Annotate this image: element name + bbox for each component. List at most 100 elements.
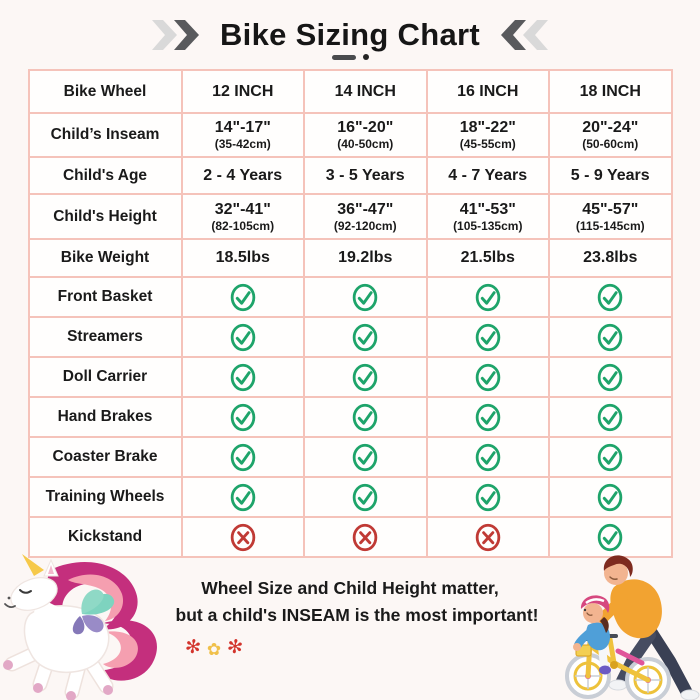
check-circle-icon (475, 323, 500, 351)
table-row: Coaster Brake (27, 436, 673, 478)
feature-cell (425, 276, 550, 318)
spec-cell: 20"-24" (50-60cm) (548, 112, 673, 158)
feature-cell (425, 316, 550, 358)
spec-cell: 36"-47" (92-120cm) (303, 193, 428, 240)
row-label: Front Basket (27, 276, 183, 318)
row-label: Bike Wheel (27, 69, 183, 114)
check-circle-icon (475, 403, 500, 431)
check-circle-icon (353, 323, 378, 351)
check-circle-icon (230, 323, 255, 351)
spec-value: 4 - 7 Years (448, 166, 528, 184)
feature-cell (180, 316, 305, 358)
double-chevron-left-icon (501, 20, 549, 50)
feature-cell (303, 396, 428, 438)
spec-value: 23.8lbs (583, 249, 638, 267)
table-row: Kickstand (27, 516, 673, 558)
row-label: Hand Brakes (27, 396, 183, 438)
feature-cell (425, 396, 550, 438)
row-label: Child's Age (27, 156, 183, 195)
spec-value: 2 - 4 Years (203, 166, 283, 184)
flower-icon: ✻ (183, 635, 203, 660)
title-underline-accent (0, 54, 700, 60)
unicorn-icon (3, 554, 157, 700)
parent-child-bike-illustration (552, 543, 700, 700)
table-row: Training Wheels (27, 476, 673, 518)
feature-cell (303, 436, 428, 478)
feature-cell (548, 356, 673, 398)
check-circle-icon (230, 363, 255, 391)
feature-cell (180, 436, 305, 478)
feature-cell (180, 276, 305, 318)
feature-cell (303, 516, 428, 558)
check-circle-icon (353, 443, 378, 471)
spec-cell: 45"-57" (115-145cm) (548, 193, 673, 240)
spec-value: 5 - 9 Years (570, 166, 650, 184)
spec-cell: 18.5lbs (180, 238, 305, 278)
spec-cell: 5 - 9 Years (548, 156, 673, 195)
spec-cell: 3 - 5 Years (303, 156, 428, 195)
check-circle-icon (598, 443, 623, 471)
feature-cell (548, 316, 673, 358)
accent-dot (362, 54, 369, 60)
spec-value: 20"-24" (582, 119, 639, 137)
check-circle-icon (230, 283, 255, 311)
check-circle-icon (353, 283, 378, 311)
check-circle-icon (475, 483, 500, 511)
check-circle-icon (230, 443, 255, 471)
spec-value: 32"-41" (214, 200, 271, 218)
row-label: Kickstand (27, 516, 183, 558)
spec-subvalue: (45-55cm) (459, 137, 516, 151)
table-row: Doll Carrier (27, 356, 673, 398)
flower-decorations: ✻ ✿ ✻ (183, 635, 245, 660)
table-row: Child's Height 32"-41" (82-105cm) 36"-47" (9… (27, 193, 673, 240)
flower-icon: ✻ (225, 635, 245, 660)
spec-subvalue: (115-145cm) (575, 218, 645, 233)
cross-circle-icon (230, 523, 255, 551)
feature-cell (180, 356, 305, 398)
spec-value: 19.2lbs (338, 249, 393, 267)
check-circle-icon (230, 483, 255, 511)
spec-cell: 21.5lbs (425, 238, 550, 278)
row-label: Child’s Inseam (27, 112, 183, 158)
footer-line-2: but a child's INSEAM is the most importa… (175, 605, 539, 626)
spec-value: 36"-47" (337, 200, 394, 218)
check-circle-icon (598, 483, 623, 511)
unicorn-illustration (0, 552, 182, 700)
feature-cell (425, 476, 550, 518)
check-circle-icon (475, 363, 500, 391)
row-label: Training Wheels (27, 476, 183, 518)
spec-value: 41"-53" (459, 200, 516, 218)
table-row: Child's Age 2 - 4 Years 3 - 5 Years 4 - 7 Y… (27, 156, 673, 195)
spec-subvalue: (50-60cm) (582, 137, 639, 151)
spec-value: 18.5lbs (215, 249, 270, 267)
check-circle-icon (475, 443, 500, 471)
spec-cell: 2 - 4 Years (180, 156, 305, 195)
feature-cell (180, 516, 305, 558)
feature-cell (303, 276, 428, 318)
check-circle-icon (230, 403, 255, 431)
accent-dash (331, 54, 356, 60)
spec-cell: 4 - 7 Years (425, 156, 550, 195)
page-title: Bike Sizing Chart (219, 17, 481, 52)
row-label: Child's Height (27, 193, 183, 240)
table-row: Streamers (27, 316, 673, 358)
check-circle-icon (353, 403, 378, 431)
check-circle-icon (353, 483, 378, 511)
table-header-row: Bike Wheel 12 INCH 14 INCH 16 INCH 18 INCH (27, 69, 673, 114)
check-circle-icon (598, 523, 623, 551)
spec-subvalue: (82-105cm) (211, 218, 275, 233)
spec-value: 16"-20" (337, 119, 394, 137)
feature-cell (548, 276, 673, 318)
spec-subvalue: (105-135cm) (453, 218, 523, 233)
spec-value: 21.5lbs (460, 249, 515, 267)
feature-cell (180, 396, 305, 438)
page-header: Bike Sizing Chart (0, 0, 700, 53)
feature-cell (425, 356, 550, 398)
feature-cell (548, 436, 673, 478)
spec-cell: 41"-53" (105-135cm) (425, 193, 550, 240)
parent-child-bike-icon (565, 555, 700, 700)
spec-cell: 32"-41" (82-105cm) (180, 193, 305, 240)
check-circle-icon (598, 403, 623, 431)
double-chevron-right-icon (151, 20, 199, 50)
footer-line-1: Wheel Size and Child Height matter, (201, 578, 499, 598)
